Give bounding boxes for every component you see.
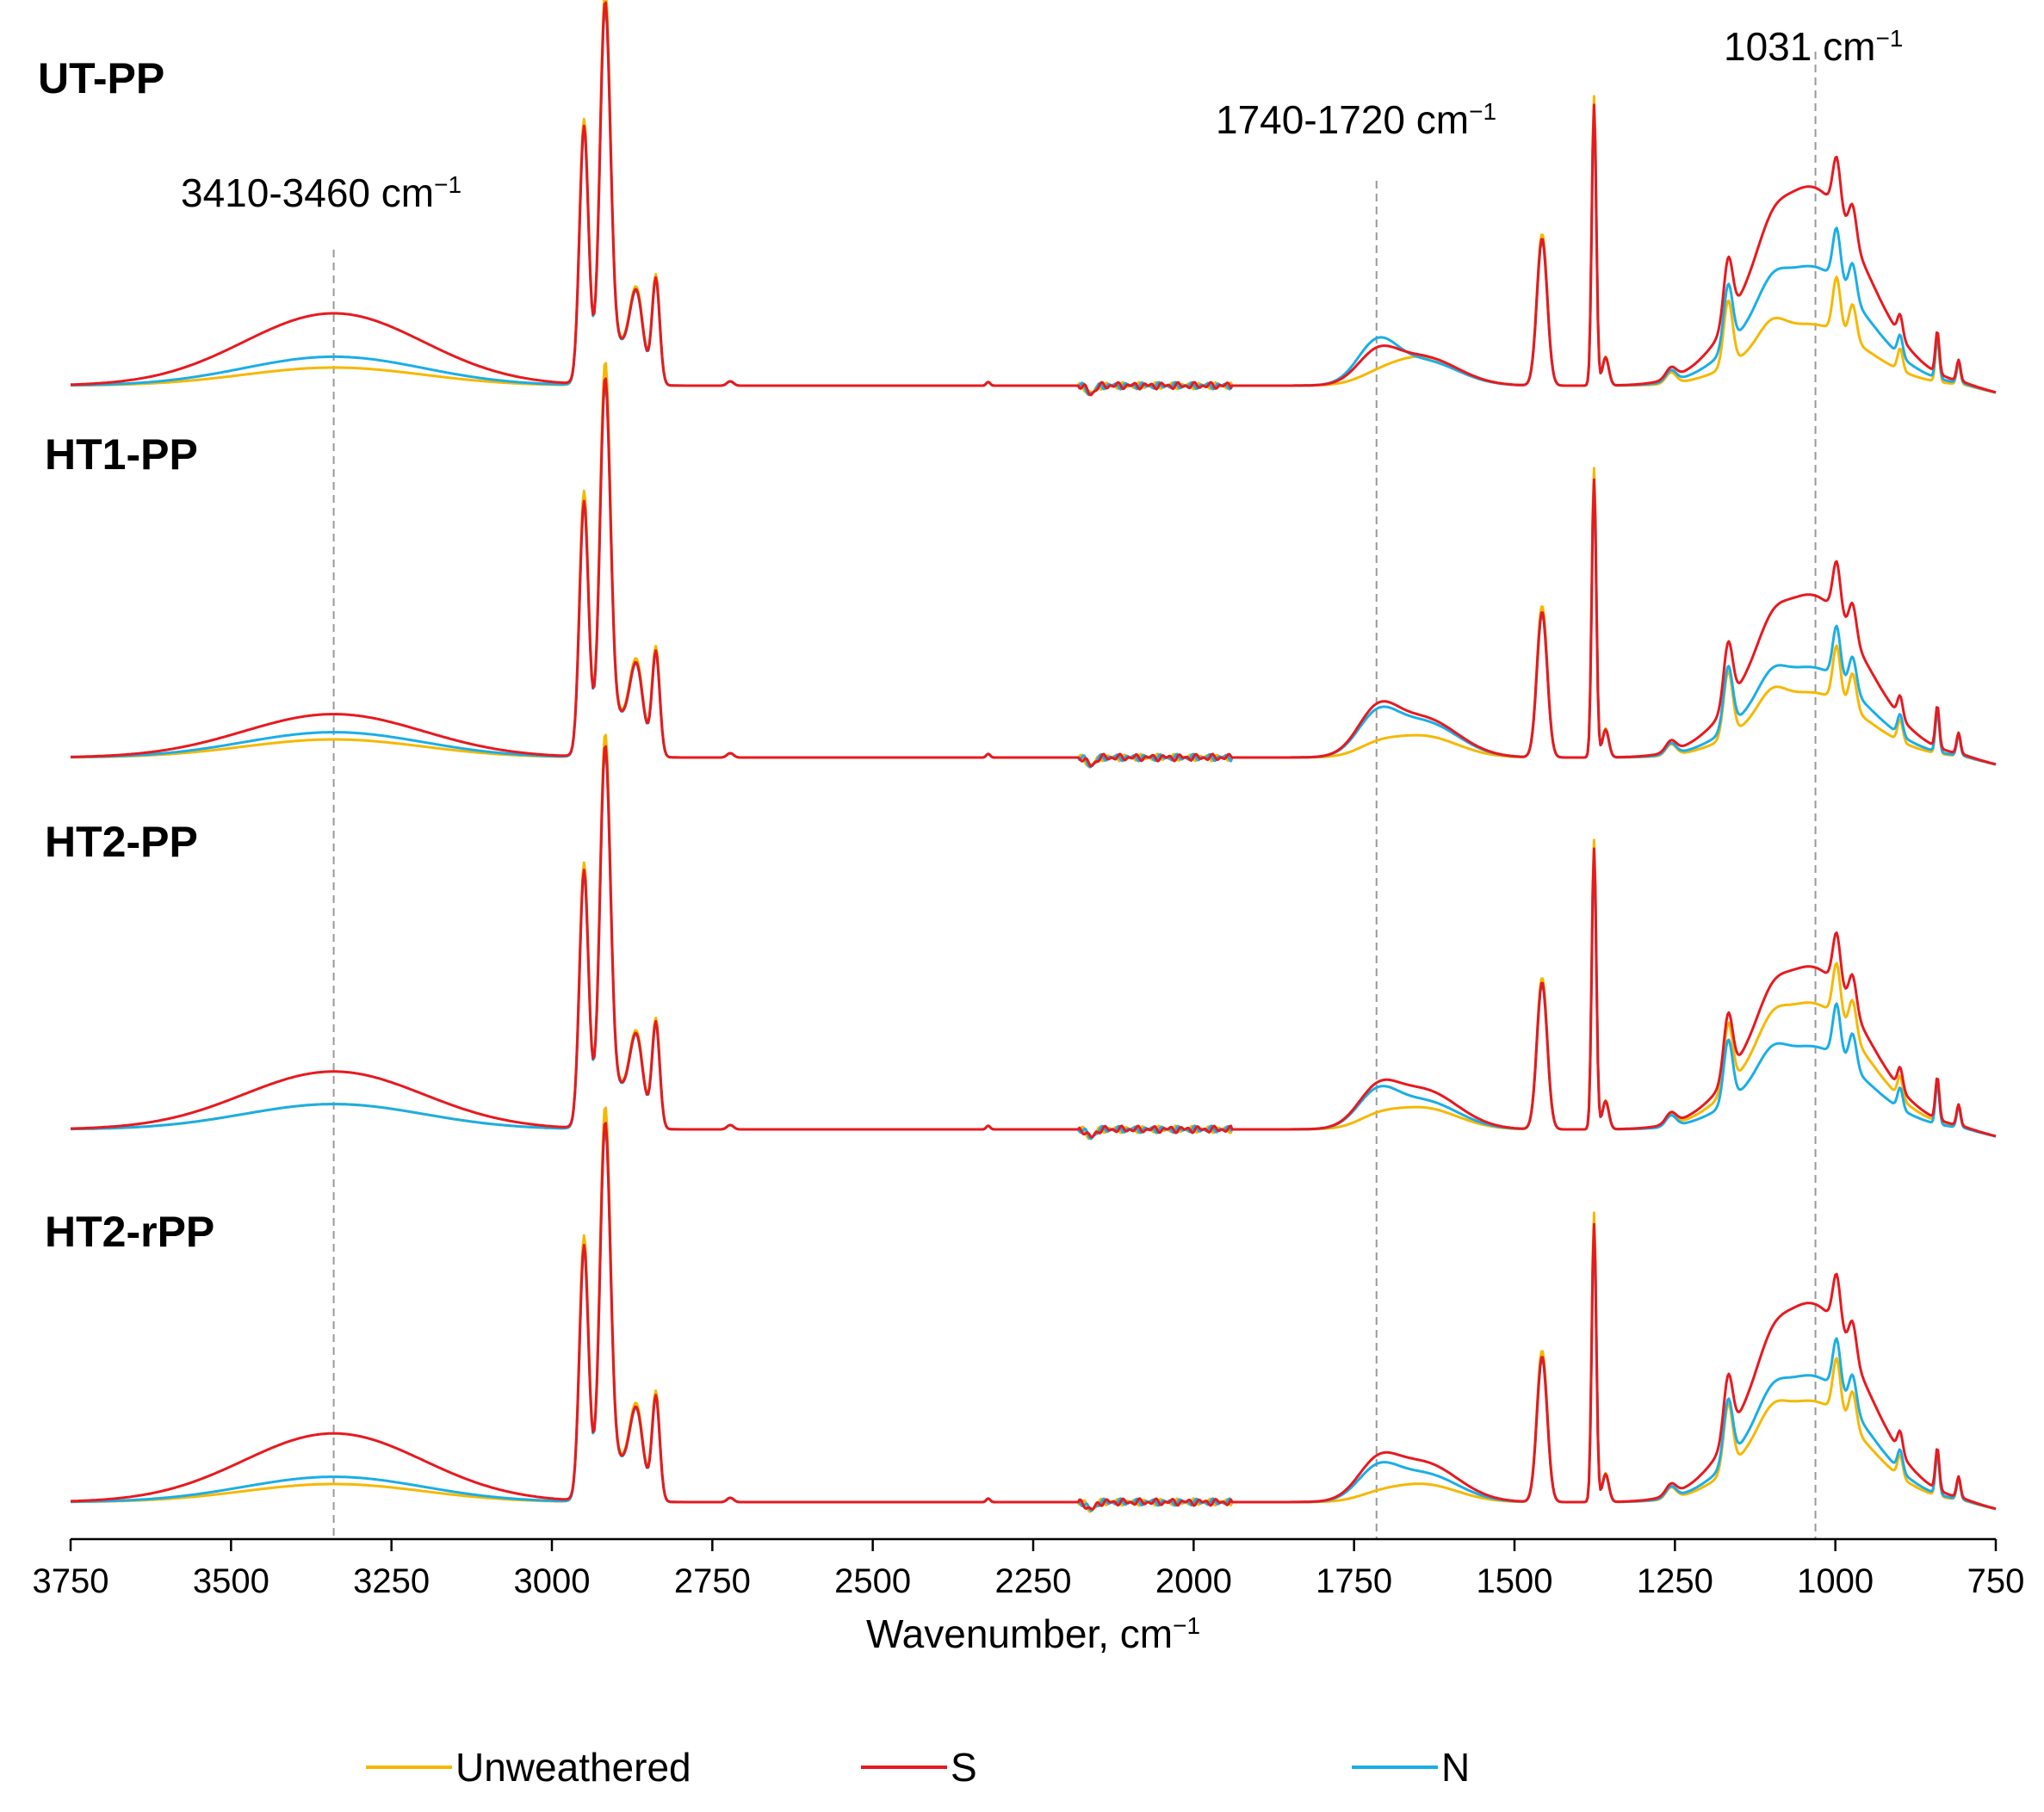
x-tick-label-1750: 1750 [1316,1562,1392,1600]
series-line-ht2-pp-unweathered [71,733,1997,1141]
panel-label-ht2-rpp: HT2-rPP [45,1208,214,1256]
legend: Unweathered S N [366,1745,1470,1790]
x-tick-label-1250: 1250 [1637,1562,1713,1600]
series-line-ht1-pp-s [71,377,1997,768]
x-tick-label-2500: 2500 [834,1562,911,1600]
x-tick-label-3750: 3750 [33,1562,109,1600]
series-line-ht1-pp-unweathered [71,362,1997,767]
panel-ht1-pp [71,362,1997,769]
x-axis: 3750 3500 3250 3000 2750 2500 2250 2000 1750 1500… [33,1537,2025,1656]
series-line-ht2-pp-n [71,749,1997,1141]
x-tick-label-1000: 1000 [1797,1562,1874,1600]
series-line-ht2-pp-s [70,745,1997,1139]
annotation-label-0: 3410-3460 cm−1 [181,170,461,215]
x-tick-label-2250: 2250 [995,1562,1072,1600]
x-tick-label-3250: 3250 [353,1562,430,1600]
panel-label-ht1-pp: HT1-PP [45,430,198,479]
panel-ut-pp [71,0,1997,397]
series-line-ut-pp-s [71,1,1997,397]
series-line-ht1-pp-n [71,381,1997,769]
annotation-label-2: 1031 cm−1 [1724,24,1903,69]
peak-annotations: 3410-3460 cm−1 1740-1720 cm−1 1031 cm−1 [181,24,1903,215]
annotation-label-1: 1740-1720 cm−1 [1216,97,1496,142]
x-tick-label-2000: 2000 [1155,1562,1232,1600]
panel-ht2-pp [70,733,1997,1141]
x-tick-label-3000: 3000 [514,1562,591,1600]
x-tick-label-3500: 3500 [193,1562,269,1600]
legend-label-s: S [951,1745,977,1790]
panel-label-ut-pp: UT-PP [38,54,164,102]
panel-ht2-rpp [71,1106,1997,1513]
legend-label-unweathered: Unweathered [455,1745,691,1790]
series-line-ht2-rpp-n [71,1126,1997,1512]
series-line-ht2-rpp-s [71,1122,1997,1511]
panel-label-ht2-pp: HT2-PP [45,818,198,866]
series-line-ht2-rpp-unweathered [71,1106,1997,1513]
spectra-series [70,0,1997,1513]
legend-label-n: N [1441,1745,1470,1790]
panel-labels: UT-PP HT1-PP HT2-PP HT2-rPP [38,54,214,1256]
x-tick-label-2750: 2750 [674,1562,751,1600]
x-axis-title: Wavenumber, cm−1 [866,1611,1200,1656]
annotation-guides [332,52,1817,1539]
x-tick-label-750: 750 [1967,1562,2025,1600]
x-tick-label-1500: 1500 [1477,1562,1553,1600]
